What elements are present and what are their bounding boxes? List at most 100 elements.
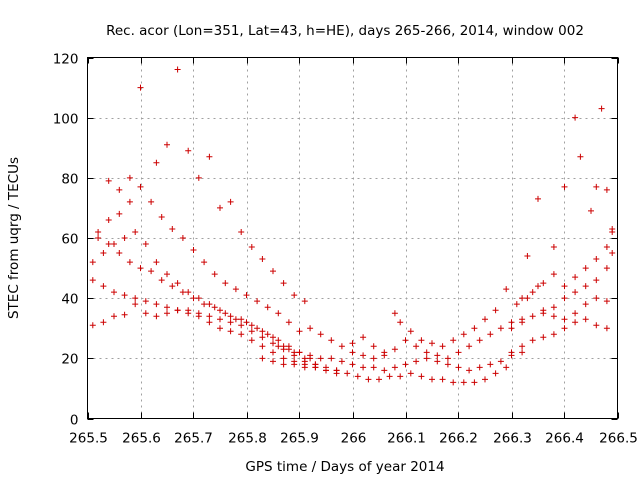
data-point-sat-l [519, 319, 526, 326]
data-point-sat-i [476, 337, 483, 344]
data-point-sat-n [603, 186, 610, 193]
data-point-sat-g [397, 373, 404, 380]
data-point-sat-e [259, 256, 266, 263]
x-tick-label: 265.9 [280, 431, 319, 447]
data-point-sat-h [391, 364, 398, 371]
data-point-sat-d [243, 292, 250, 299]
data-point-sat-g [291, 361, 298, 368]
data-point-sat-c [121, 235, 128, 241]
data-point-sat-b [89, 277, 96, 284]
data-point-sat-e [185, 147, 192, 154]
data-point-sat-a [111, 313, 117, 320]
data-point-sat-h [381, 367, 388, 374]
data-point-sat-a [270, 349, 276, 356]
x-axis-label: GPS time / Days of year 2014 [245, 459, 444, 475]
data-point-sat-h [455, 364, 462, 371]
y-tick-label: 120 [53, 52, 79, 68]
data-point-sat-i [444, 355, 451, 362]
data-point-sat-f [264, 331, 271, 338]
data-point-sat-c [217, 307, 223, 314]
data-point-sat-h [497, 358, 504, 365]
data-point-sat-g [270, 358, 276, 365]
data-point-sat-c [259, 328, 266, 335]
data-point-sat-j [524, 295, 531, 302]
data-point-sat-f [105, 241, 112, 248]
data-point-sat-i [370, 355, 377, 362]
data-point-sat-k [582, 316, 589, 323]
data-point-sat-k [593, 322, 600, 329]
data-point-sat-d [179, 235, 186, 241]
data-point-sat-h [285, 346, 292, 353]
data-point-sat-d [296, 328, 303, 335]
data-point-sat-h [307, 352, 314, 359]
data-point-sat-b [270, 340, 276, 347]
data-point-sat-c [111, 241, 117, 248]
data-point-sat-e [164, 141, 170, 148]
data-point-sat-g [386, 373, 393, 380]
data-point-sat-g [344, 370, 351, 377]
data-point-sat-c [301, 355, 308, 362]
data-point-sat-j [460, 331, 467, 338]
data-point-sat-d [190, 247, 197, 254]
data-point-sat-g [301, 364, 308, 371]
data-point-sat-i [360, 352, 367, 359]
data-point-sat-e [137, 84, 144, 91]
data-point-sat-l [582, 301, 589, 308]
data-point-sat-d [211, 271, 218, 278]
data-point-sat-f [137, 265, 144, 272]
data-point-sat-n [598, 105, 605, 112]
data-point-sat-k [529, 337, 536, 344]
data-point-sat-h [275, 343, 282, 350]
data-point-sat-b [100, 283, 107, 290]
data-point-sat-d [201, 259, 208, 266]
data-point-sat-c [227, 313, 234, 320]
data-point-sat-i [508, 319, 515, 326]
data-point-sat-g [333, 367, 340, 374]
data-point-sat-i [317, 331, 324, 338]
data-point-sat-e [126, 174, 133, 181]
data-point-sat-i [338, 343, 345, 350]
data-point-sat-m [529, 289, 536, 296]
data-point-sat-c [248, 322, 255, 329]
data-point-sat-l [603, 298, 610, 305]
data-point-sat-e [291, 292, 298, 299]
x-tick-label: 266.2 [439, 431, 478, 447]
data-point-sat-l [572, 310, 579, 317]
data-point-sat-l [508, 325, 515, 332]
data-point-sat-j [370, 343, 377, 350]
data-point-sat-c [174, 280, 181, 287]
data-point-sat-n [524, 253, 531, 260]
data-point-sat-j [492, 307, 499, 314]
data-point-sat-j [471, 325, 478, 332]
data-point-sat-j [535, 283, 541, 290]
data-point-sat-m [582, 265, 589, 272]
data-point-sat-m [593, 256, 600, 263]
data-point-sat-b [164, 304, 170, 311]
data-point-sat-d [95, 228, 102, 235]
data-point-sat-h [423, 355, 430, 362]
y-tick-label: 60 [61, 232, 78, 248]
data-point-sat-i [307, 325, 314, 332]
data-point-sat-f [243, 319, 250, 326]
data-point-sat-e [280, 280, 287, 287]
chart-title: Rec. acor (Lon=351, Lat=43, h=HE), days … [106, 23, 584, 39]
data-point-sat-b [132, 295, 139, 302]
data-point-sat-c [291, 349, 298, 356]
data-point-sat-e [116, 186, 123, 193]
data-point-sat-o [609, 250, 616, 257]
data-point-sat-c [100, 250, 107, 257]
data-point-sat-i [423, 349, 430, 356]
x-tick-label: 265.6 [122, 431, 161, 447]
data-point-sat-b [111, 289, 117, 296]
data-point-sat-f [254, 325, 261, 332]
data-point-sat-o [582, 283, 589, 290]
data-point-sat-o [603, 265, 610, 272]
data-point-sat-i [413, 343, 420, 350]
tick-labels: 265.5 265.6 265.7 265.8 265.9 266 266.1 266.2 26… [53, 52, 638, 447]
data-point-sat-h [466, 367, 473, 374]
data-point-sat-g [365, 376, 372, 383]
y-axis-label: STEC from uqrg / TECUs [6, 157, 22, 319]
data-point-sat-g [418, 373, 425, 380]
data-point-sat-a [259, 343, 266, 350]
